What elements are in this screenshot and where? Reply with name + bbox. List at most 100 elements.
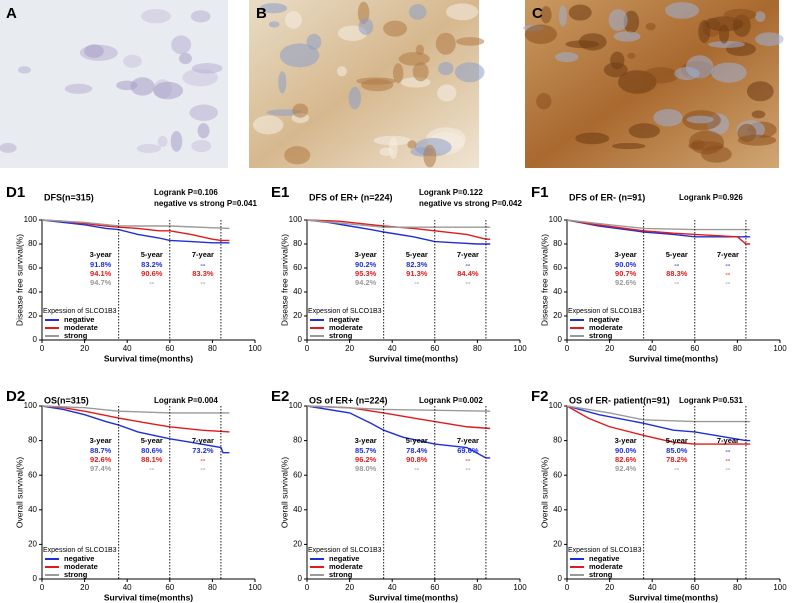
logrank: Logrank P=0.004	[154, 396, 218, 405]
legend-entry: negative	[589, 315, 619, 324]
survival-curve	[41, 219, 230, 230]
landmark-rate: --	[674, 260, 679, 269]
x-tick-label: 80	[208, 344, 217, 353]
survival-curve	[41, 219, 230, 244]
texture-blob	[64, 83, 93, 94]
texture-blob	[259, 3, 288, 14]
legend-title: Expession of SLCO1B3	[43, 308, 117, 315]
x-axis-label: Survival time(months)	[629, 353, 718, 363]
legend-entry: moderate	[64, 562, 98, 571]
image-label: C	[532, 5, 543, 22]
y-tick-label: 40	[28, 505, 37, 514]
landmark-label: 5-year	[666, 436, 688, 445]
x-tick-label: 100	[773, 344, 787, 353]
legend-entry: strong	[589, 570, 613, 579]
texture-blob	[171, 35, 192, 55]
survival-curve	[566, 219, 751, 231]
survival-curve	[566, 219, 751, 238]
panel-label: D2	[6, 388, 25, 405]
x-axis-label: Survival time(months)	[104, 592, 193, 602]
texture-blob	[558, 5, 567, 27]
y-tick-label: 0	[298, 335, 303, 344]
texture-blob	[252, 115, 284, 135]
texture-blob	[711, 62, 747, 83]
x-tick-label: 40	[388, 344, 397, 353]
y-tick-label: 100	[24, 215, 38, 224]
texture-blob	[412, 62, 429, 82]
legend-entry: strong	[64, 570, 88, 579]
landmark-rate: 90.7%	[615, 269, 637, 278]
landmark-label: 7-year	[717, 250, 739, 259]
texture-blob	[718, 24, 730, 44]
landmark-rate: --	[200, 455, 205, 464]
chart-title: DFS of ER- (n=91)	[569, 192, 645, 202]
landmark-rate: 85.7%	[355, 446, 377, 455]
x-tick-label: 60	[165, 344, 174, 353]
texture-blob	[608, 9, 628, 31]
panel-label: F2	[531, 388, 549, 405]
image-label: A	[6, 5, 17, 22]
landmark-rate: --	[725, 464, 730, 473]
texture-blob	[707, 40, 745, 48]
x-tick-label: 100	[248, 344, 262, 353]
x-tick-label: 80	[473, 344, 482, 353]
x-tick-label: 40	[648, 344, 657, 353]
landmark-rate: 88.1%	[141, 455, 163, 464]
legend-entry: strong	[329, 570, 353, 579]
y-axis-label: Disease free survival(%)	[279, 234, 289, 326]
legend-entry: moderate	[589, 323, 623, 332]
y-tick-label: 80	[293, 239, 302, 248]
x-axis-label: Survival time(months)	[369, 592, 458, 602]
landmark-rate: 78.4%	[406, 446, 428, 455]
survival-curve	[566, 219, 751, 245]
legend-title: Expession of SLCO1B3	[568, 308, 642, 315]
logrank: Logrank P=0.531	[679, 396, 743, 405]
logrank-note: negative vs strong P=0.042	[419, 199, 522, 208]
x-tick-label: 40	[388, 583, 397, 592]
y-tick-label: 60	[28, 263, 37, 272]
texture-blob	[285, 11, 302, 29]
y-tick-label: 20	[553, 540, 562, 549]
landmark-rate: 97.4%	[90, 464, 112, 473]
texture-blob	[554, 52, 579, 63]
legend-entry: negative	[64, 315, 94, 324]
y-tick-label: 40	[553, 505, 562, 514]
landmark-rate: 83.3%	[192, 269, 214, 278]
texture-blob	[446, 3, 479, 21]
x-tick-label: 100	[513, 344, 527, 353]
y-tick-label: 20	[293, 540, 302, 549]
y-tick-label: 100	[549, 401, 563, 410]
y-tick-label: 60	[28, 470, 37, 479]
x-tick-label: 60	[690, 344, 699, 353]
texture-blob	[153, 81, 184, 100]
landmark-rate: 96.2%	[355, 455, 377, 464]
x-tick-label: 80	[473, 583, 482, 592]
texture-blob	[642, 67, 679, 84]
texture-blob	[435, 32, 456, 55]
landmark-rate: 92.4%	[615, 464, 637, 473]
texture-blob	[653, 109, 683, 127]
texture-blob	[336, 66, 347, 77]
legend-entry: moderate	[329, 562, 363, 571]
landmark-label: 5-year	[141, 436, 163, 445]
landmark-rate: 73.2%	[192, 446, 214, 455]
x-tick-label: 0	[40, 583, 45, 592]
landmark-label: 3-year	[90, 436, 112, 445]
survival-curve	[41, 405, 230, 454]
y-axis-label: Disease free survival(%)	[539, 234, 549, 326]
x-tick-label: 0	[565, 344, 570, 353]
texture-blob	[398, 52, 430, 66]
texture-blob	[686, 115, 714, 124]
landmark-rate: 94.1%	[90, 269, 112, 278]
texture-blob	[627, 52, 636, 59]
x-axis-label: Survival time(months)	[629, 592, 718, 602]
legend-entry: moderate	[589, 562, 623, 571]
texture-blob	[191, 63, 223, 74]
texture-blob	[454, 62, 485, 83]
texture-blob	[0, 143, 17, 153]
texture-blob	[407, 140, 417, 149]
texture-blob	[408, 4, 427, 20]
landmark-rate: 92.6%	[615, 278, 637, 287]
image-texture	[0, 1, 784, 168]
landmark-rate: --	[465, 260, 470, 269]
